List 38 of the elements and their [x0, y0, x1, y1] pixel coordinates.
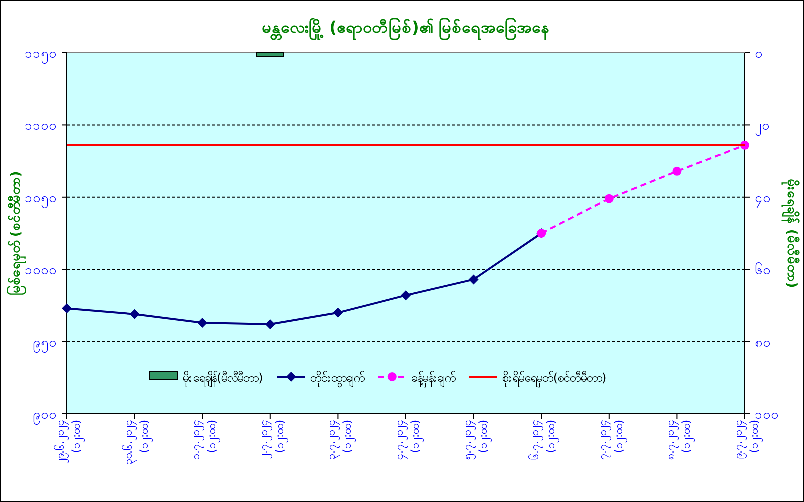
x-tick-label: ၄.၇.၂၀၂၄ (၁၂:၀၀) — [393, 420, 424, 460]
x-tick-label: ၂.၇.၂၀၂၄ (၁၂:၀၀) — [257, 420, 288, 459]
x-tick-label: ၉.၇.၂၀၂၄ (၁၂:၀၀) — [732, 420, 763, 459]
x-tick-label: ၅.၇.၂၀၂၄ (၁၂:၀၀) — [460, 420, 492, 460]
y-tick-label: ၁၁၅၀ — [25, 47, 57, 64]
y2-tick-label: ၈၀ — [755, 336, 771, 351]
chart-title: မန္တလေးမြို့ (ဧရာဝတီမြစ်)၏ မြစ်ရေအခြေအနေ — [262, 17, 550, 41]
point — [401, 290, 411, 301]
x-tick-label: ၇.၇.၂၀၂၄ (၁၂:၀၀) — [596, 420, 628, 460]
y2-tick-label: ၀ — [755, 47, 763, 62]
point — [672, 166, 682, 176]
point — [604, 194, 614, 204]
point — [265, 319, 276, 330]
legend-label: ခန့်မှန်းချက် — [411, 370, 456, 388]
y2-tick-label: ၆၀ — [755, 262, 771, 279]
x-tick-label: ၂၉.၆.၂၀၂၄ (၁၂:၀၀) — [54, 420, 85, 464]
point — [468, 274, 479, 285]
x-tick-label: ၈.၇.၂၀၂၄ (၁၂:၀၀) — [664, 420, 696, 460]
point — [333, 308, 344, 318]
y-tick-label: ၁၁၀၀ — [25, 119, 57, 134]
y-tick-label: ၉၅၀ — [33, 336, 57, 353]
x-tick-label: ၃၀.၆.၂၀၂၄ (၁၂:၀၀) — [122, 420, 153, 465]
legend-label: စိုးရိမ်ရေမှတ်(စင်တီမီတာ) — [502, 370, 607, 388]
y-tick-label: ၁၀၅၀ — [25, 191, 57, 208]
x-tick-label: ၃.၇.၂၀၂၄ (၁၂:၀၀) — [325, 420, 356, 460]
y-tick-label: ၉၀၀ — [33, 408, 57, 425]
y-tick-label: ၁၀၀၀ — [25, 264, 57, 279]
legend-label: မိုးရေချိန်(မီလီမီတာ) — [183, 370, 264, 388]
legend-label: တိုင်းထွာချက် — [310, 370, 364, 388]
y2-tick-label: ၄၀ — [755, 191, 771, 208]
x-tick-label: ၁.၇.၂၀၂၄ (၁၂:၀၀) — [190, 420, 221, 460]
y2-tick-label: ၂၀ — [755, 119, 770, 136]
y-axis-title: မြစ်ရေမှတ် (စင်တီမီတာ) — [9, 171, 24, 296]
y2-axis-title: မိုးရေချိန် (မီလီမီတာ) — [781, 178, 801, 288]
x-tick-label: ၆.၇.၂၀၂၄ (၁၂:၀၀) — [528, 420, 560, 460]
point — [62, 304, 72, 314]
point — [130, 309, 140, 320]
point — [198, 318, 208, 328]
